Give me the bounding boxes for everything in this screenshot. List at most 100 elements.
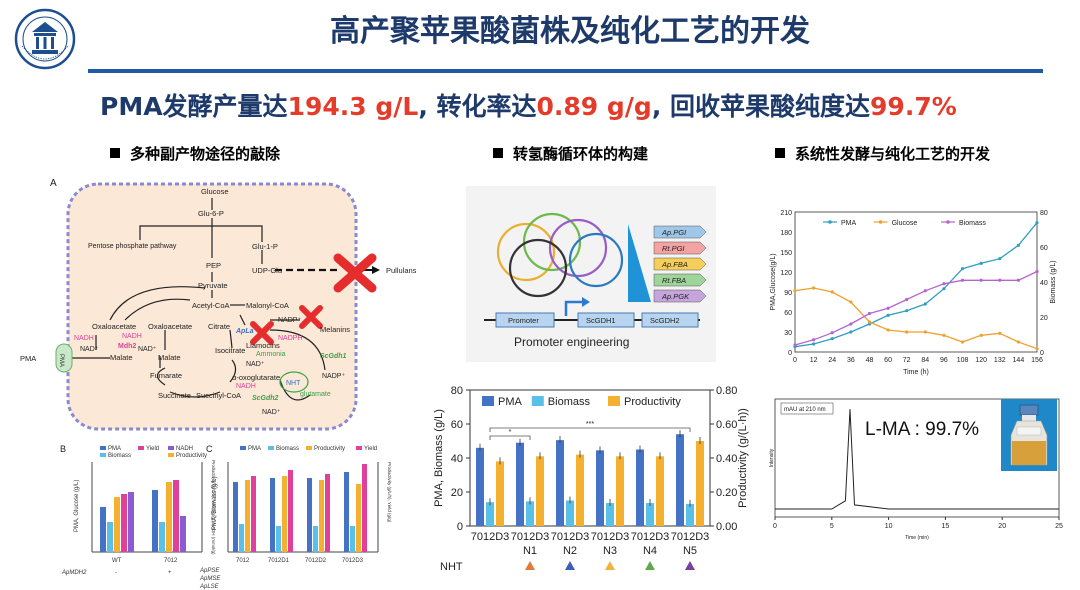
bar-xtick-label: 7012D3 — [471, 531, 510, 543]
gdh1-box — [577, 312, 635, 328]
gene-rt-fba: Rt.FBA — [662, 276, 686, 285]
series-point-biomass — [979, 278, 983, 282]
c-x-7012d1: 7012D1 — [268, 558, 290, 564]
bar-biomass — [566, 500, 574, 526]
nht-variant-marker — [685, 561, 695, 570]
headline-value-yield: 0.89 g/g — [536, 92, 652, 121]
bar-legend-swatch — [482, 396, 494, 406]
bar-plot-frame — [469, 389, 711, 527]
series-point-glucose — [960, 340, 965, 344]
node-oxaloacetate-1: Oxaloacetate — [92, 322, 136, 331]
c-x-7012d2: 7012D2 — [305, 558, 327, 564]
node-fumarate: Fumarate — [150, 371, 182, 380]
line-xtick-label: 48 — [866, 357, 874, 364]
b-gene-plus: + — [168, 570, 172, 576]
series-point-glucose — [812, 286, 816, 290]
line-xtick-label: 24 — [828, 357, 836, 364]
line-xtick-label: 72 — [903, 357, 911, 364]
line-ytick-label: 210 — [780, 210, 792, 217]
series-point-biomass — [812, 338, 816, 342]
section-heading-process-text: 系统性发酵与纯化工艺的开发 — [795, 145, 991, 163]
line-legend-label: Biomass — [959, 220, 986, 227]
bar-biomass — [526, 501, 534, 526]
nht-variant-marker — [525, 561, 535, 570]
bar-xtick-label: 7012D3 — [631, 531, 670, 543]
line-ytick-label: 60 — [784, 310, 792, 317]
series-point-biomass — [1035, 269, 1039, 274]
bar-ytick-label: 40 — [451, 453, 463, 465]
hplc-title-box — [780, 402, 834, 415]
hplc-purity-annotation: L-MA : 99.7% — [865, 419, 979, 440]
series-point-biomass — [998, 278, 1002, 282]
page-title: 高产聚苹果酸菌株及纯化工艺的开发 — [330, 14, 810, 49]
series-point-pma — [942, 287, 946, 291]
c-gene-mse: ApMSE — [199, 576, 221, 582]
line-xtick-label: 60 — [884, 357, 892, 364]
series-point-pma — [886, 313, 890, 317]
significance-mark: * — [509, 429, 512, 436]
bar-xtick-label: 7012D3 — [551, 531, 590, 543]
node-malate-1: Malate — [110, 353, 133, 362]
section-heading-knockout: 多种副产物途径的敲除 — [110, 143, 280, 165]
bar-productivity — [696, 441, 704, 526]
series-point-glucose — [998, 331, 1002, 335]
gdh2-box — [641, 312, 699, 328]
enzyme-mdh2: Mdh2 — [118, 343, 136, 350]
line-legend-label: Glucose — [892, 220, 918, 227]
headline-value-purity: 99.7% — [870, 92, 957, 121]
series-point-biomass — [867, 311, 872, 316]
series-point-biomass — [886, 306, 890, 310]
node-melanins: Melanins — [320, 325, 350, 334]
series-line-glucose — [794, 287, 1038, 350]
nht-variant-marker — [645, 561, 655, 570]
hplc-xtick-label: 15 — [942, 523, 950, 530]
mini-charts-bc: B C PMA Biomass Yield NADH Productivity … — [60, 444, 392, 590]
promoter-box — [495, 312, 555, 328]
hplc-trace — [775, 409, 1059, 510]
c-y2label: Productivity (g/L/h), Yield (g/g) — [387, 462, 392, 523]
line-xtick-label: 144 — [1013, 357, 1025, 364]
b-legend-nadh: NADH — [176, 446, 193, 452]
line-xlabel: Time (h) — [903, 369, 929, 376]
series-point-glucose — [849, 300, 853, 304]
hplc-chromatogram: mAU at 210 nm L-MA : 99.7% Intensity 0 5 10 15… — [769, 398, 1063, 541]
nht-cycle — [279, 371, 309, 393]
node-ammonia: Ammonia — [256, 351, 286, 358]
node-succinate: Succinate — [158, 391, 191, 400]
series-point-biomass — [830, 331, 834, 335]
bar-pma — [676, 434, 684, 526]
bar-y2tick-label: 0.80 — [716, 385, 737, 397]
cofactor-nad-3: NAD⁺ — [246, 361, 265, 368]
line-ytick-label: 150 — [780, 250, 792, 257]
node-pma-out: PMA — [20, 354, 36, 363]
line-y2tick-label: 80 — [1040, 210, 1048, 217]
bar-biomass — [606, 503, 614, 526]
hplc-ylabel: Intensity — [769, 448, 775, 467]
line-legend-marker — [828, 220, 832, 224]
series-point-glucose — [793, 289, 797, 293]
line-y2tick-label: 60 — [1040, 245, 1048, 252]
cofactor-nadh-1: NADH — [74, 335, 94, 342]
hplc-frame — [774, 398, 1060, 518]
bar-legend-label: Productivity — [624, 396, 681, 408]
line-xtick-label: 36 — [847, 357, 855, 364]
c-x-7012d3: 7012D3 — [342, 558, 364, 564]
c-legend-productivity: Productivity — [314, 446, 345, 452]
b-legend-biomass: Biomass — [108, 453, 131, 459]
node-malate-2: Malate — [158, 353, 181, 362]
series-point-pma — [923, 302, 927, 306]
series-point-glucose — [830, 290, 834, 294]
knockout-cross-liamocins — [250, 321, 274, 345]
significance-bracket — [489, 435, 531, 440]
nht-variant-marker — [565, 561, 575, 570]
enzyme-aplac: ApLa — [235, 328, 254, 335]
hplc-xtick-label: 25 — [1055, 523, 1063, 530]
series-point-pma — [998, 257, 1002, 261]
bar-pma — [556, 440, 564, 526]
node-malonylcoa: Malonyl-CoA — [246, 301, 289, 310]
plasmid-ring — [568, 232, 624, 288]
bar-biomass — [486, 502, 494, 526]
series-point-biomass — [793, 343, 797, 347]
pma-transporter — [55, 343, 73, 373]
c-legend-yield: Yield — [364, 446, 377, 452]
